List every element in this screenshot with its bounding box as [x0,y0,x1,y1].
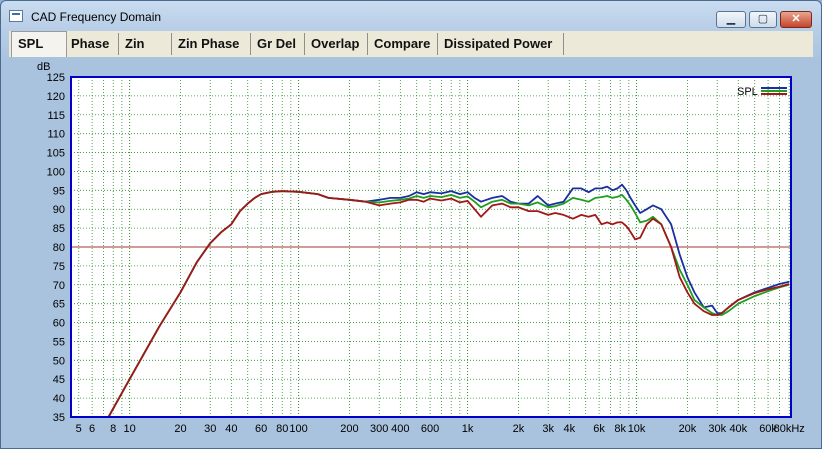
y-tick-label: 115 [47,110,65,122]
x-tick-label: 60k [759,423,777,435]
y-tick-label: 95 [53,185,65,197]
client-area: SPL Phase Zin Zin Phase Gr Del Overlap C… [9,31,813,442]
x-tick-label: 8 [110,423,116,435]
x-tick-label: 30 [204,423,216,435]
spl-chart[interactable]: 3540455055606570758085909510010511011512… [9,57,813,442]
y-tick-label: 100 [47,166,65,178]
x-tick-label: 5 [76,423,82,435]
y-tick-label: 105 [47,148,65,160]
tab-overlap[interactable]: Overlap [305,33,368,55]
title-bar[interactable]: CAD Frequency Domain ▁ ▢ ✕ [1,1,821,31]
x-tick-label: 4k [564,423,576,435]
tab-spl[interactable]: SPL [11,31,67,57]
y-tick-label: 50 [53,355,65,367]
y-tick-label: 35 [53,412,65,424]
maximize-button[interactable]: ▢ [749,11,777,28]
plot-frame [70,76,792,418]
y-tick-labels: 35 40 45 50 55 60 65 70 75 80 85 90 95 100 105 110 115 12… [47,72,65,424]
close-button[interactable]: ✕ [780,11,812,28]
x-tick-label: 2k [513,423,525,435]
minimize-button[interactable]: ▁ [716,11,746,28]
x-tick-label: 8k [614,423,626,435]
y-tick-label: 45 [53,374,65,386]
x-tick-label: 10k [628,423,646,435]
series-group [107,183,790,418]
y-tick-label: 55 [53,336,65,348]
x-tick-label: 60 [255,423,267,435]
x-tick-label: 6 [89,423,95,435]
x-tick-labels: 5 6 8 10 20 30 40 60 80 100 200 300 400 600 1k 2k 3k 4k 6k… [76,423,805,435]
series-line-red [107,190,790,418]
y-tick-label: 65 [53,299,65,311]
y-tick-label: 60 [53,318,65,330]
plot-panel: 35 40 45 50 55 60 65 70 75 80 85 90 95 100 105 110 115 12… [9,57,813,442]
x-tick-label: 40k [729,423,747,435]
y-tick-label: 75 [53,261,65,273]
y-tick-label: 40 [53,393,65,405]
x-tick-label: 20 [174,423,186,435]
y-tick-label: 90 [53,204,65,216]
x-tick-label: 10 [123,423,135,435]
y-tick-label: 70 [53,280,65,292]
x-tick-label: 400 [391,423,409,435]
x-tick-label: 3k [542,423,554,435]
x-tick-label: 20k [679,423,697,435]
tab-dissipated-power[interactable]: Dissipated Power [438,33,564,55]
tab-gr-del[interactable]: Gr Del [251,33,305,55]
app-icon [9,10,23,22]
legend-label: SPL [737,86,758,98]
tab-zin[interactable]: Zin [119,33,172,55]
y-tick-label: 110 [47,129,65,141]
x-tick-label: 600 [421,423,439,435]
y-tick-label: 120 [47,91,65,103]
y-tick-label: 85 [53,223,65,235]
window-title: CAD Frequency Domain [31,10,162,24]
legend: SPL [737,86,787,98]
x-tick-label: 100 [289,423,307,435]
x-tick-label: 30k [708,423,726,435]
x-tick-label: 80 [276,423,288,435]
x-tick-label: 300 [370,423,388,435]
tab-bar: SPL Phase Zin Zin Phase Gr Del Overlap C… [9,31,813,57]
y-axis-label: dB [37,61,50,73]
tab-compare[interactable]: Compare [368,33,438,55]
y-tick-label: 125 [47,72,65,84]
tab-phase[interactable]: Phase [65,33,119,55]
x-tick-label: 80kHz [774,423,805,435]
x-tick-label: 6k [593,423,605,435]
tab-zin-phase[interactable]: Zin Phase [172,33,251,55]
x-tick-label: 200 [340,423,358,435]
x-tick-label: 40 [225,423,237,435]
y-tick-label: 80 [53,242,65,254]
x-tick-label: 1k [462,423,474,435]
